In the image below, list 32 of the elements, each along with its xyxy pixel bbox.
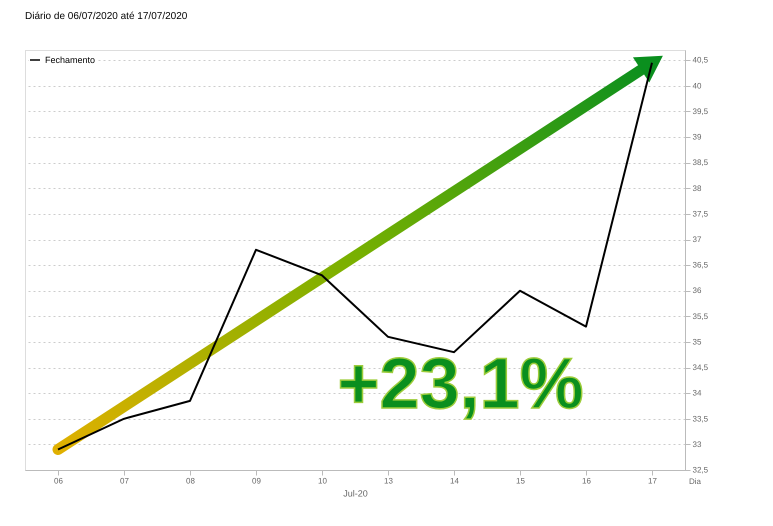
y-tick-label: 34,5 <box>692 363 709 372</box>
x-tick-label: 09 <box>252 476 262 486</box>
y-tick-label: 32,5 <box>692 466 709 474</box>
text: Dia <box>689 477 702 486</box>
y-tick-label: 33 <box>692 440 702 449</box>
chart-title: Diário de 06/07/2020 até 17/07/2020 <box>25 10 188 22</box>
y-tick-label: 38 <box>692 184 702 193</box>
y-tick-label: 37,5 <box>692 209 709 218</box>
x-tick-label: 06 <box>54 476 64 486</box>
x-tick-label: 10 <box>318 476 328 486</box>
y-tick-label: 40,5 <box>692 56 709 65</box>
x-tick-label: 16 <box>582 476 592 486</box>
annotation: +23,1% <box>338 344 584 424</box>
y-tick-label: 34 <box>692 388 702 398</box>
x-tick-label: 14 <box>450 476 460 486</box>
x-tick-label: 08 <box>186 476 196 486</box>
y-tick-label: 39,5 <box>692 106 709 116</box>
y-tick-label: 38,5 <box>692 158 709 168</box>
y-tick-label: 36,5 <box>692 260 709 270</box>
y-tick-label: 35,5 <box>692 312 709 321</box>
x-tick-label: 15 <box>516 476 526 486</box>
x-tick-label: 07 <box>120 476 130 486</box>
x-axis-title: Jul-20 <box>343 488 368 498</box>
y-tick-label: 40 <box>692 81 702 90</box>
y-tick-label: 35 <box>692 337 702 346</box>
x-tick-label: 17 <box>648 476 658 486</box>
legend-label: Fechamento <box>45 55 96 65</box>
x-tick-label: 13 <box>384 476 394 486</box>
y-tick-label: 36 <box>692 286 702 296</box>
y-tick-label: 39 <box>692 132 702 142</box>
y-tick-label: 33,5 <box>692 414 709 424</box>
y-tick-label: 37 <box>692 235 702 244</box>
